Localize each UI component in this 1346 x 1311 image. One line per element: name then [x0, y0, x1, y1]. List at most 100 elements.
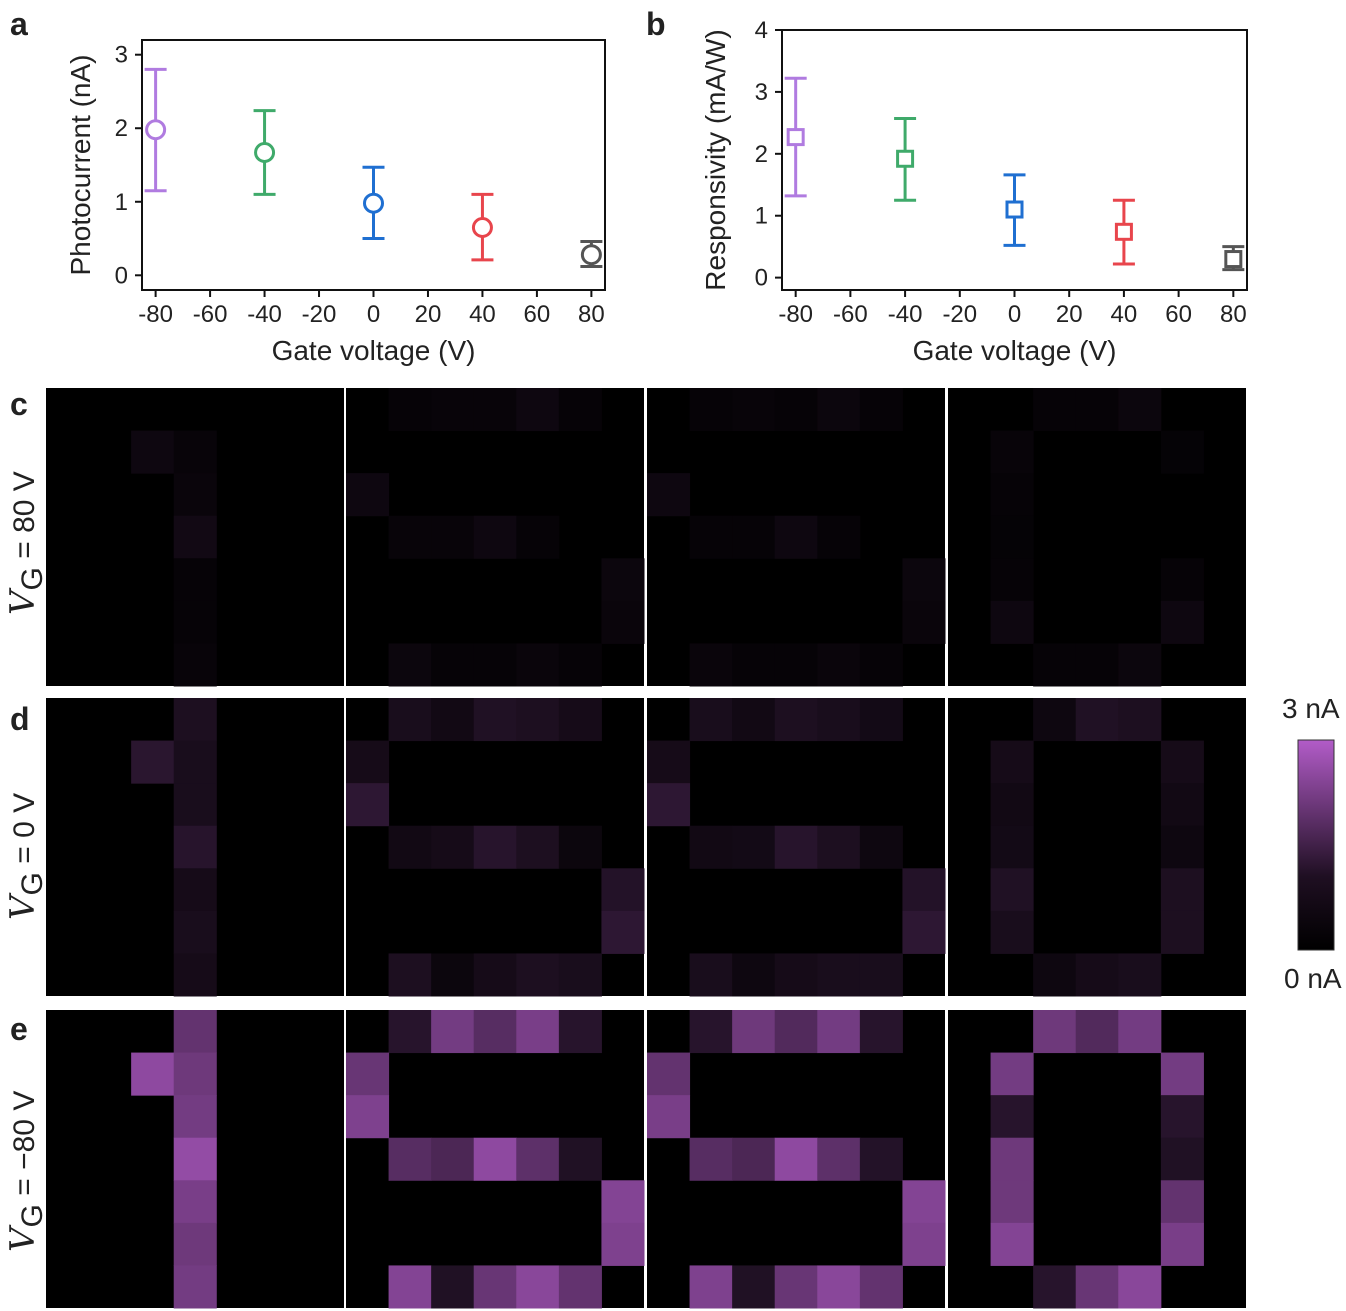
heatmap-cell: [990, 1222, 1034, 1266]
heatmap-cell: [774, 1265, 818, 1309]
heatmap-cell: [1075, 698, 1119, 742]
heatmap-cell: [859, 698, 903, 742]
heatmap-cell: [1160, 868, 1204, 912]
heatmap-row-0: [46, 388, 1246, 687]
heatmap-cell: [388, 953, 432, 997]
heatmap-cell: [516, 515, 560, 559]
heatmap-cell: [647, 1052, 691, 1096]
heatmap-panel-0-1: [346, 388, 645, 687]
heatmap-cell: [516, 953, 560, 997]
heatmap-row-1: [46, 698, 1246, 997]
heatmap-cell: [601, 868, 645, 912]
b-xtick-label: 80: [1220, 301, 1247, 328]
panel-letter-d: d: [10, 701, 30, 737]
heatmap-cell: [1075, 953, 1119, 997]
heatmap-cell: [173, 1052, 217, 1096]
heatmap-cell: [732, 515, 776, 559]
heatmap-grid: [46, 388, 1246, 1309]
heatmap-cell: [1160, 783, 1204, 827]
heatmap-panel-2-0: [46, 1010, 344, 1309]
heatmap-cell: [689, 643, 733, 687]
heatmap-cell: [990, 430, 1034, 474]
heatmap-cell: [990, 515, 1034, 559]
panel-letter-e: e: [10, 1011, 28, 1047]
heatmap-cell: [817, 515, 861, 559]
heatmap-cell: [346, 740, 390, 784]
row-label-vg-80: VG = 80 V: [3, 471, 49, 615]
heatmap-cell: [689, 515, 733, 559]
heatmap-cell: [1118, 1010, 1162, 1054]
heatmap-cell: [902, 910, 946, 954]
heatmap-cell: [902, 558, 946, 602]
heatmap-cell: [388, 1265, 432, 1309]
heatmap-cell: [388, 825, 432, 869]
a-ytick-label: 2: [115, 115, 128, 142]
a-point-0: [144, 67, 167, 193]
heatmap-cell: [817, 698, 861, 742]
a-ytick-label: 0: [115, 262, 128, 289]
heatmap-cell: [1160, 740, 1204, 784]
panel-letter-c: c: [10, 386, 28, 422]
heatmap-panel-1-3: [948, 698, 1246, 997]
heatmap-cell: [516, 1137, 560, 1181]
heatmap-cell: [689, 698, 733, 742]
a-xtick-label: -80: [138, 301, 173, 328]
heatmap-cell: [1160, 1137, 1204, 1181]
heatmap-cell: [1160, 1052, 1204, 1096]
heatmap-cell: [388, 698, 432, 742]
heatmap-cell: [774, 1137, 818, 1181]
heatmap-cell: [1160, 1095, 1204, 1139]
a-xtick-label: 20: [415, 301, 442, 328]
heatmap-cell: [173, 1137, 217, 1181]
heatmap-cell: [1160, 1180, 1204, 1224]
b-xtick-label: -80: [778, 301, 813, 328]
heatmap-cell: [473, 515, 517, 559]
heatmap-cell: [473, 825, 517, 869]
heatmap-cell: [173, 515, 217, 559]
a-xtick-label: -20: [302, 301, 337, 328]
heatmap-cell: [346, 1052, 390, 1096]
heatmap-cell: [732, 643, 776, 687]
heatmap-cell: [601, 1180, 645, 1224]
heatmap-cell: [859, 643, 903, 687]
heatmap-cell: [902, 600, 946, 644]
heatmap-cell: [173, 1265, 217, 1309]
heatmap-cell: [431, 1265, 475, 1309]
heatmap-cell: [1118, 643, 1162, 687]
heatmap-cell: [990, 783, 1034, 827]
b-point-0: [784, 76, 807, 198]
b-y-axis-label: Responsivity (mA/W): [700, 29, 731, 290]
panel-d: d VG = 0 V: [3, 701, 49, 920]
heatmap-panel-2-1: [346, 1010, 645, 1309]
heatmap-cell: [1118, 953, 1162, 997]
heatmap-cell: [774, 1010, 818, 1054]
panel-a: a -80 -60 -40 -20 0 20 40 60 80 0 1 2 3 Gate voltage …: [10, 6, 606, 366]
a-y-axis-label: Photocurrent (nA): [65, 55, 96, 276]
heatmap-cell: [732, 1137, 776, 1181]
heatmap-cell: [1075, 388, 1119, 432]
a-ytick-label: 1: [115, 189, 128, 216]
heatmap-cell: [558, 825, 602, 869]
row-label-vg-minus80: VG = −80 V: [3, 1091, 49, 1252]
chart-responsivity: -80 -60 -40 -20 0 20 40 60 80 0 1 2 3 4 Gate voltage (…: [700, 17, 1248, 366]
heatmap-cell: [990, 1052, 1034, 1096]
panel-letter-b: b: [646, 6, 666, 42]
heatmap-cell: [173, 698, 217, 742]
b-ytick-label: 1: [755, 203, 768, 230]
a-xtick-label: -60: [193, 301, 228, 328]
data-marker: [145, 119, 167, 141]
heatmap-cell: [689, 1265, 733, 1309]
heatmap-cell: [859, 388, 903, 432]
heatmap-cell: [1160, 825, 1204, 869]
b-xtick-label: 0: [1008, 301, 1021, 328]
heatmap-panel-2-2: [647, 1010, 946, 1309]
b-ytick-label: 0: [755, 265, 768, 292]
data-marker: [786, 128, 805, 147]
b-plot-frame: [781, 29, 1248, 291]
colorbar-gradient: [1297, 739, 1335, 951]
heatmap-cell: [173, 868, 217, 912]
heatmap-cell: [990, 740, 1034, 784]
heatmap-cell: [558, 1265, 602, 1309]
heatmap-cell: [817, 643, 861, 687]
heatmap-cell: [173, 910, 217, 954]
